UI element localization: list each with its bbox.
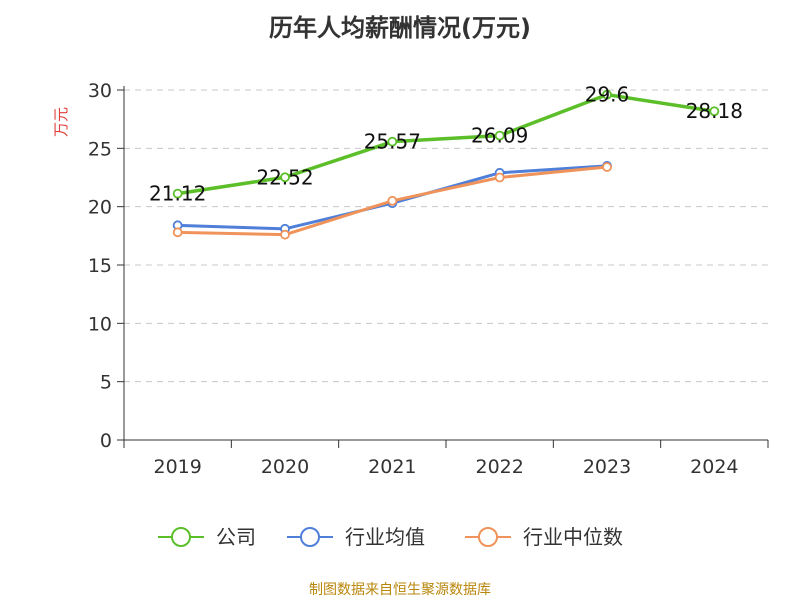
x-tick-label: 2021 xyxy=(368,456,416,478)
data-point xyxy=(280,172,290,183)
x-tick-label: 2023 xyxy=(583,456,631,478)
y-tick-label: 15 xyxy=(88,255,112,277)
data-point xyxy=(602,89,612,100)
legend-marker xyxy=(171,527,191,547)
footer-source: 制图数据来自恒生聚源数据库 xyxy=(309,582,491,598)
data-label: 29.6 xyxy=(585,83,630,107)
y-tick-label: 25 xyxy=(88,138,112,160)
data-labels: 21.12 22.52 25.57 26.09 29.6 28.18 xyxy=(149,83,743,206)
legend-marker xyxy=(478,527,498,547)
chart-title: 历年人均薪酬情况(万元) xyxy=(269,14,531,42)
y-tick-label: 30 xyxy=(88,80,112,102)
y-tick-label: 10 xyxy=(88,313,112,335)
series-0 xyxy=(172,89,720,199)
data-point xyxy=(602,162,612,172)
legend-marker xyxy=(300,527,320,547)
data-point xyxy=(387,136,398,147)
y-tick-label: 20 xyxy=(88,197,112,219)
data-label: 22.52 xyxy=(256,165,313,189)
legend-item-2: 行业中位数 xyxy=(465,525,623,549)
y-tick-label: 0 xyxy=(100,430,112,452)
legend-label: 行业中位数 xyxy=(523,525,623,549)
axes: 0 5 10 15 20 25 30 2019 2020 2021 2022 2023 2024 xyxy=(88,80,769,478)
data-point xyxy=(494,130,505,141)
legend-item-0: 公司 xyxy=(158,525,256,549)
legend-label: 公司 xyxy=(216,525,256,549)
data-point xyxy=(494,172,505,183)
x-tick-label: 2020 xyxy=(261,456,309,478)
data-label: 28.18 xyxy=(686,99,743,123)
x-tick-label: 2022 xyxy=(475,456,523,478)
data-point xyxy=(387,195,398,206)
x-tick-label: 2024 xyxy=(690,456,738,478)
legend: 公司 行业均值 行业中位数 xyxy=(158,525,623,549)
y-tick-label: 5 xyxy=(100,372,112,394)
data-point xyxy=(172,188,183,199)
data-point xyxy=(172,227,183,238)
series-layer xyxy=(172,89,720,240)
data-label: 21.12 xyxy=(149,182,206,206)
x-tick-label: 2019 xyxy=(153,456,201,478)
y-axis-label: 万元 xyxy=(52,107,70,137)
data-point xyxy=(280,229,290,240)
data-label: 26.09 xyxy=(471,124,528,148)
series-line xyxy=(175,92,717,196)
gridlines xyxy=(124,89,768,383)
data-point xyxy=(709,106,720,117)
legend-label: 行业均值 xyxy=(345,525,425,549)
series-2 xyxy=(172,162,612,240)
data-label: 25.57 xyxy=(364,130,421,154)
legend-item-1: 行业均值 xyxy=(287,525,425,549)
